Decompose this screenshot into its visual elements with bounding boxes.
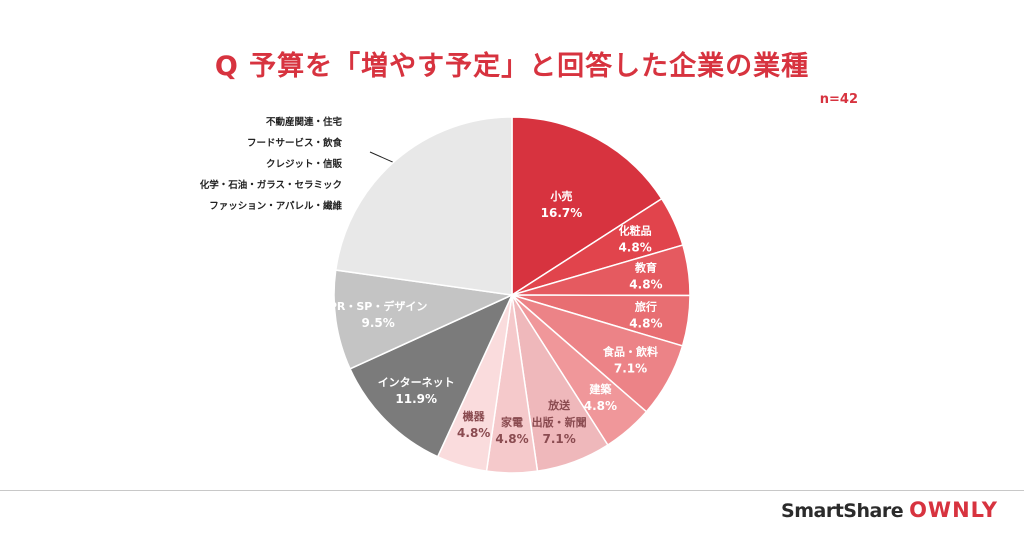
slice-label-5: 建築 <box>589 382 612 396</box>
slice-label-7: 家電 <box>501 415 523 429</box>
slice-value-5: 4.8% <box>584 399 617 413</box>
slice-label-6: 放送 <box>547 398 571 412</box>
pie-slice-11 <box>334 116 513 296</box>
slice-label-9: インターネット <box>378 376 455 389</box>
slice-value-0: 16.7% <box>541 206 583 220</box>
slice-value-9: 11.9% <box>395 392 437 406</box>
slice-label-8: 機器 <box>463 409 486 423</box>
slice-value-1: 4.8% <box>618 240 651 254</box>
slice-value-7: 4.8% <box>495 432 528 446</box>
others-label: ファッション・アパレル・繊維 <box>209 201 342 212</box>
brand-smartshare: SmartShare <box>781 500 904 522</box>
footer-divider <box>0 490 1024 491</box>
others-label: 化学・石油・ガラス・セラミック <box>199 180 342 191</box>
slice-label-6: 出版・新聞 <box>532 415 587 429</box>
slice-label-1: 化粧品 <box>619 223 652 237</box>
others-list: 不動産関連・住宅 フードサービス・飲食 クレジット・信販 化学・石油・ガラス・セ… <box>150 112 342 217</box>
slice-label-10: PR・SP・デザイン <box>329 299 428 313</box>
slice-label-4: 食品・飲料 <box>603 345 658 359</box>
pie-slice-9 <box>349 293 514 458</box>
slice-value-4: 7.1% <box>614 362 647 376</box>
slice-value-2: 4.8% <box>629 278 662 292</box>
brand-logo: SmartShare OWNLY <box>781 498 998 522</box>
brand-ownly: OWNLY <box>909 498 998 522</box>
slice-value-8: 4.8% <box>457 426 490 440</box>
slice-label-0: 小売 <box>549 189 572 203</box>
slice-value-3: 4.8% <box>629 316 662 330</box>
others-label: 不動産関連・住宅 <box>265 117 342 128</box>
others-label: クレジット・信販 <box>265 159 342 170</box>
slice-value-6: 7.1% <box>543 432 576 446</box>
slice-value-10: 9.5% <box>361 316 394 330</box>
others-label: フードサービス・飲食 <box>246 138 342 149</box>
slice-label-2: 教育 <box>634 261 657 275</box>
pie-slice-0 <box>511 116 663 297</box>
slice-label-3: 旅行 <box>635 299 657 313</box>
chart-title: Q 予算を「増やす予定」と回答した企業の業種 <box>214 51 810 82</box>
pie-slice-10 <box>333 269 515 370</box>
sample-size: n=42 <box>819 92 858 107</box>
